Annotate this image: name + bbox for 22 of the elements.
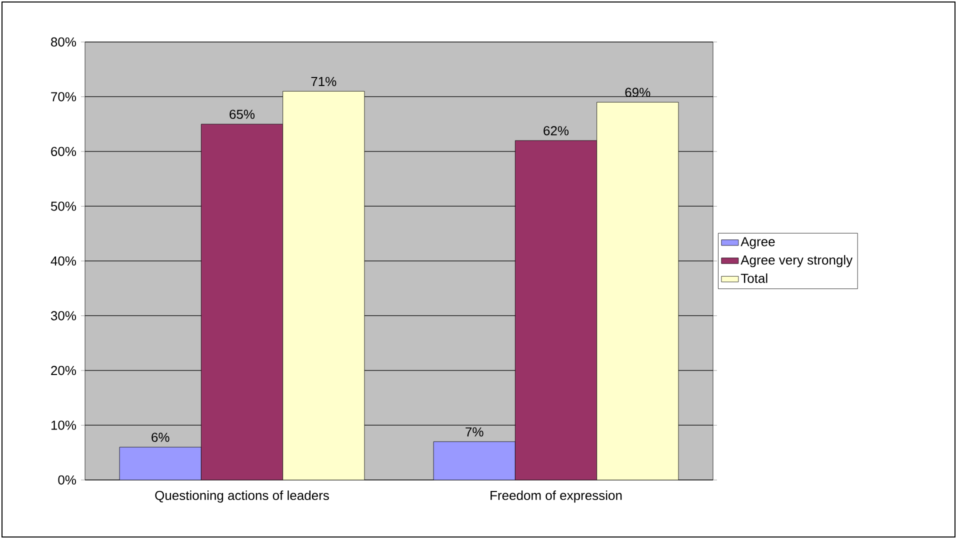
legend-label: Agree very strongly bbox=[740, 255, 853, 268]
y-tick-label: 70% bbox=[51, 92, 76, 102]
y-tick-label: 20% bbox=[51, 366, 76, 376]
x-tick-label: Questioning actions of leaders bbox=[155, 490, 329, 503]
data-label: 65% bbox=[230, 110, 255, 119]
data-label: 7% bbox=[466, 427, 484, 436]
y-tick-label: 80% bbox=[51, 37, 76, 47]
legend-label: Agree bbox=[740, 237, 775, 249]
y-tick-label: 0% bbox=[58, 475, 76, 485]
data-label: 6% bbox=[152, 432, 170, 442]
y-tick-label: 60% bbox=[51, 146, 76, 156]
y-tick-label: 30% bbox=[50, 311, 76, 320]
legend-label: Total bbox=[740, 273, 768, 283]
y-tick-label: 40% bbox=[50, 256, 76, 266]
bar bbox=[200, 124, 284, 480]
x-tick-label: Freedom of expression bbox=[490, 490, 622, 503]
y-tick-label: 50% bbox=[50, 202, 76, 211]
data-label: 71% bbox=[311, 76, 336, 86]
data-label: 69% bbox=[625, 88, 650, 98]
bar bbox=[514, 140, 598, 480]
data-label: 62% bbox=[544, 126, 569, 136]
y-tick-label: 10% bbox=[51, 420, 76, 430]
